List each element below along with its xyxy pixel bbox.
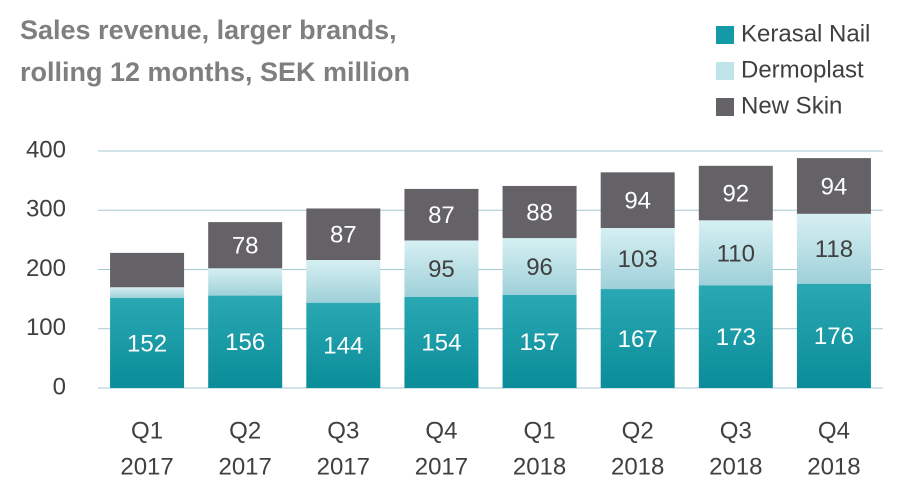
x-tick-label: Q2 (229, 417, 261, 444)
legend-swatch (716, 98, 734, 116)
data-label: 118 (815, 236, 853, 263)
bar-segment (502, 185, 577, 239)
data-label: 96 (526, 254, 553, 281)
bar-segment (306, 302, 381, 388)
bar-segment (698, 220, 773, 286)
y-tick-label: 200 (26, 255, 66, 282)
bar-segment (698, 165, 773, 221)
x-tick-label: Q2 (622, 417, 654, 444)
bar-segment (600, 172, 675, 229)
bar-segment (698, 285, 773, 388)
x-tick-label: 2018 (709, 453, 762, 480)
bar-segment (110, 287, 185, 298)
x-tick-label: 2017 (317, 453, 370, 480)
bar-segment (404, 240, 479, 297)
legend-swatch (716, 62, 734, 80)
x-tick-label: Q3 (327, 417, 359, 444)
bar-segment (110, 252, 185, 288)
x-tick-label: Q4 (425, 417, 457, 444)
legend-label: Dermoplast (741, 56, 864, 83)
y-tick-label: 0 (53, 373, 66, 400)
y-tick-label: 100 (26, 314, 66, 341)
data-label: 110 (717, 240, 755, 267)
legend-label: New Skin (741, 92, 842, 119)
x-tick-label: 2018 (807, 453, 860, 480)
x-tick-label: 2018 (513, 453, 566, 480)
data-label: 88 (526, 199, 553, 226)
bar-segment (208, 295, 283, 388)
bar-segment (796, 158, 871, 214)
x-tick-label: Q1 (131, 417, 163, 444)
x-tick-label: Q4 (818, 417, 850, 444)
bar-segment (600, 228, 675, 290)
bar-segment (404, 296, 479, 388)
bar-segment (306, 260, 381, 303)
data-label: 78 (232, 233, 259, 260)
x-tick-label: 2017 (120, 453, 173, 480)
data-label: 173 (716, 324, 756, 351)
data-label: 87 (428, 202, 455, 229)
data-label: 94 (821, 173, 848, 200)
data-label: 157 (520, 329, 560, 356)
legend-label: Kerasal Nail (741, 20, 870, 47)
data-label: 167 (618, 326, 658, 353)
bar-segment (208, 222, 283, 269)
chart-title: Sales revenue, larger brands, (20, 15, 397, 45)
data-label: 156 (225, 329, 265, 356)
bar-segment (600, 289, 675, 388)
data-label: 92 (722, 180, 749, 207)
data-label: 144 (323, 333, 363, 360)
x-tick-label: Q1 (524, 417, 556, 444)
x-tick-label: Q3 (720, 417, 752, 444)
data-label: 176 (814, 323, 854, 350)
bar-segment (502, 238, 577, 295)
data-label: 94 (624, 188, 651, 215)
bar-segment (502, 294, 577, 388)
data-label: 95 (428, 256, 455, 283)
data-label: 152 (127, 330, 167, 357)
bar-segment (208, 268, 283, 296)
x-tick-label: 2017 (415, 453, 468, 480)
legend-swatch (716, 26, 734, 44)
data-label: 87 (330, 222, 357, 249)
bar-segment (404, 188, 479, 241)
bar-segment (796, 283, 871, 388)
y-tick-label: 300 (26, 196, 66, 223)
bar-segment (110, 297, 185, 388)
y-tick-label: 400 (26, 136, 66, 163)
data-label: 103 (618, 246, 658, 273)
bar-segment (796, 213, 871, 284)
x-tick-label: 2017 (218, 453, 271, 480)
chart-title: rolling 12 months, SEK million (20, 57, 410, 87)
bar-segment (306, 208, 381, 261)
x-tick-label: 2018 (611, 453, 664, 480)
data-label: 154 (421, 330, 461, 357)
